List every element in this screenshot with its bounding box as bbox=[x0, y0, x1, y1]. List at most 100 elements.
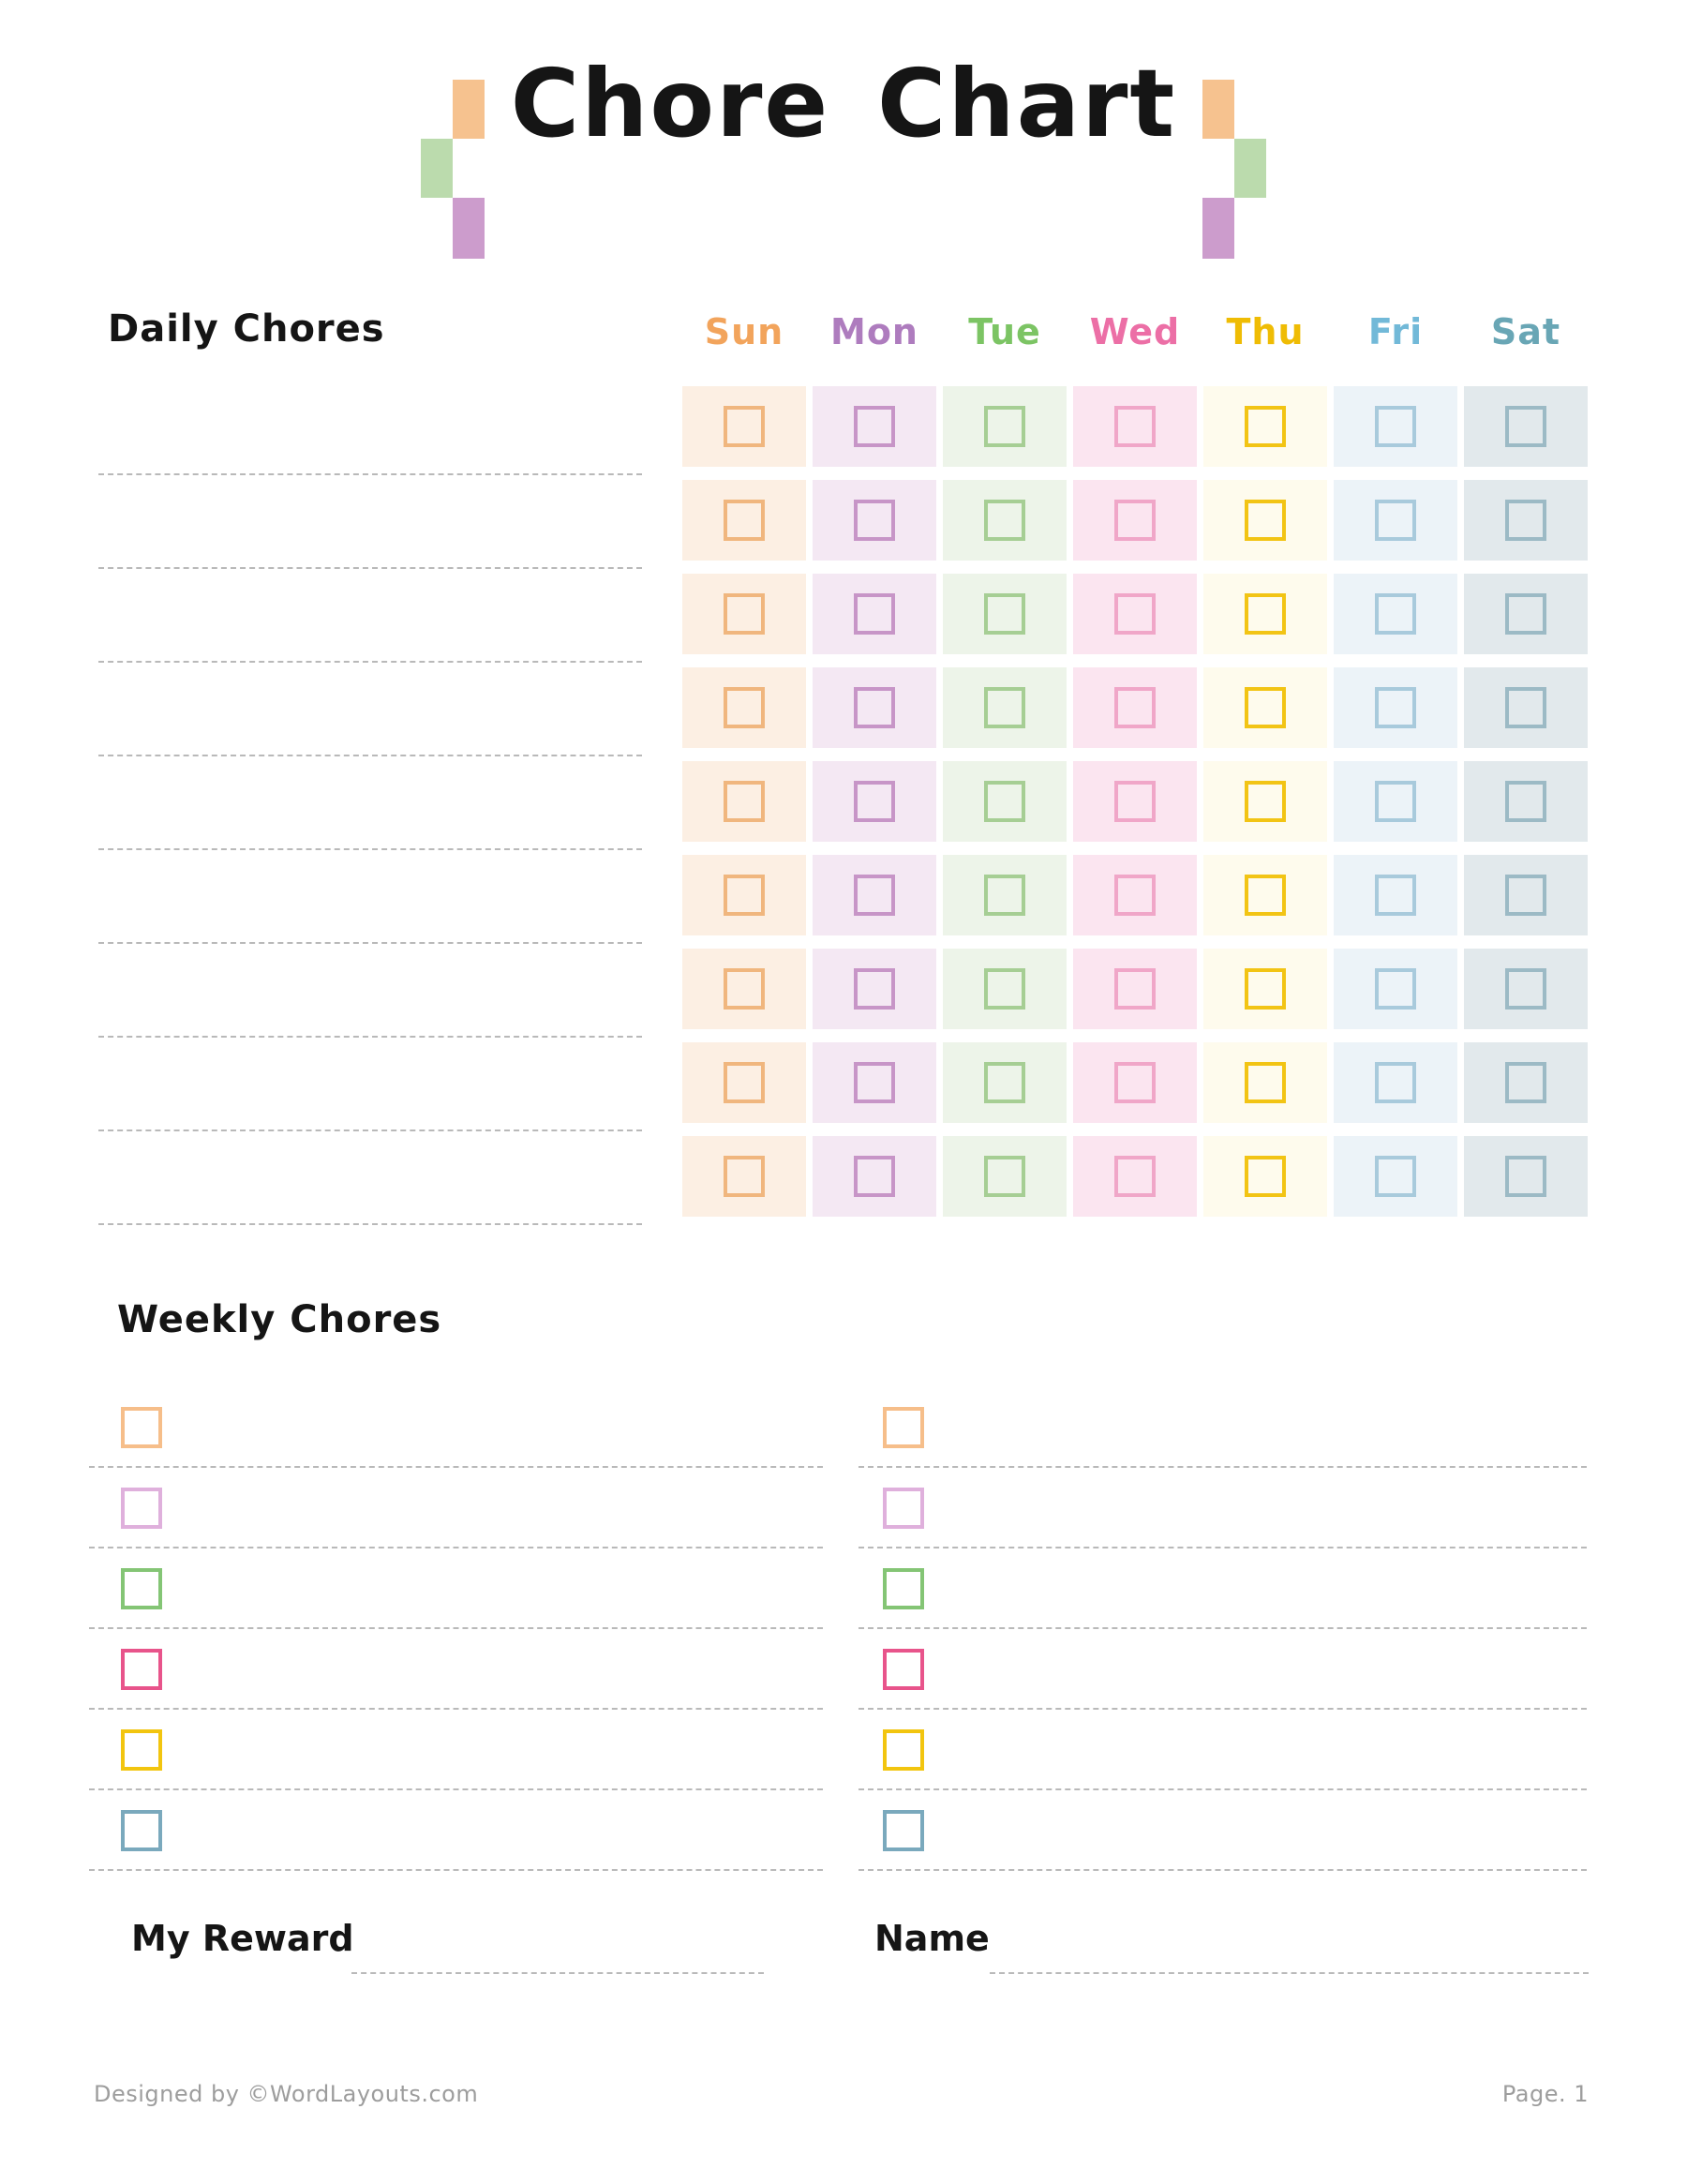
daily-checkbox-thu[interactable] bbox=[1245, 1156, 1286, 1197]
daily-checkbox-sun[interactable] bbox=[724, 1062, 765, 1103]
weekly-chore-line[interactable] bbox=[89, 1547, 823, 1548]
weekly-checkbox[interactable] bbox=[121, 1729, 162, 1771]
daily-checkbox-thu[interactable] bbox=[1245, 781, 1286, 822]
daily-checkbox-fri[interactable] bbox=[1375, 687, 1416, 728]
daily-checkbox-sun[interactable] bbox=[724, 968, 765, 1010]
daily-cell-sun bbox=[682, 1042, 806, 1123]
daily-checkbox-sat[interactable] bbox=[1505, 968, 1546, 1010]
weekly-chore-line[interactable] bbox=[89, 1869, 823, 1871]
daily-checkbox-tue[interactable] bbox=[984, 593, 1025, 635]
daily-checkbox-sun[interactable] bbox=[724, 593, 765, 635]
daily-checkbox-sun[interactable] bbox=[724, 406, 765, 447]
daily-checkbox-sat[interactable] bbox=[1505, 406, 1546, 447]
daily-checkbox-sat[interactable] bbox=[1505, 781, 1546, 822]
daily-checkbox-sat[interactable] bbox=[1505, 875, 1546, 916]
weekly-chore-line[interactable] bbox=[858, 1547, 1587, 1548]
weekly-chore-line[interactable] bbox=[89, 1708, 823, 1710]
daily-checkbox-wed[interactable] bbox=[1114, 968, 1156, 1010]
daily-checkbox-mon[interactable] bbox=[854, 968, 895, 1010]
daily-checkbox-fri[interactable] bbox=[1375, 406, 1416, 447]
daily-checkbox-fri[interactable] bbox=[1375, 1156, 1416, 1197]
daily-checkbox-thu[interactable] bbox=[1245, 687, 1286, 728]
daily-checkbox-fri[interactable] bbox=[1375, 1062, 1416, 1103]
weekly-chore-line[interactable] bbox=[858, 1466, 1587, 1468]
daily-checkbox-sun[interactable] bbox=[724, 687, 765, 728]
weekly-checkbox[interactable] bbox=[121, 1488, 162, 1529]
weekly-checkbox[interactable] bbox=[883, 1407, 924, 1448]
daily-chore-line[interactable] bbox=[98, 1129, 642, 1131]
weekly-chore-line[interactable] bbox=[89, 1627, 823, 1629]
daily-checkbox-wed[interactable] bbox=[1114, 781, 1156, 822]
weekly-checkbox[interactable] bbox=[121, 1407, 162, 1448]
daily-chore-line[interactable] bbox=[98, 473, 642, 475]
daily-checkbox-mon[interactable] bbox=[854, 687, 895, 728]
name-line[interactable] bbox=[990, 1972, 1589, 1974]
daily-checkbox-sun[interactable] bbox=[724, 1156, 765, 1197]
weekly-checkbox[interactable] bbox=[883, 1488, 924, 1529]
weekly-chore-line[interactable] bbox=[858, 1869, 1587, 1871]
daily-checkbox-mon[interactable] bbox=[854, 1062, 895, 1103]
daily-chore-line[interactable] bbox=[98, 567, 642, 569]
daily-checkbox-wed[interactable] bbox=[1114, 875, 1156, 916]
daily-checkbox-tue[interactable] bbox=[984, 500, 1025, 541]
daily-checkbox-fri[interactable] bbox=[1375, 968, 1416, 1010]
weekly-chore-line[interactable] bbox=[858, 1788, 1587, 1790]
daily-chore-line[interactable] bbox=[98, 661, 642, 663]
daily-checkbox-mon[interactable] bbox=[854, 593, 895, 635]
daily-checkbox-tue[interactable] bbox=[984, 406, 1025, 447]
daily-checkbox-mon[interactable] bbox=[854, 781, 895, 822]
daily-checkbox-fri[interactable] bbox=[1375, 875, 1416, 916]
weekly-chore-line[interactable] bbox=[858, 1708, 1587, 1710]
daily-checkbox-mon[interactable] bbox=[854, 1156, 895, 1197]
daily-checkbox-wed[interactable] bbox=[1114, 687, 1156, 728]
weekly-chore-line[interactable] bbox=[89, 1466, 823, 1468]
daily-chore-line[interactable] bbox=[98, 942, 642, 944]
daily-chore-line[interactable] bbox=[98, 848, 642, 850]
daily-checkbox-thu[interactable] bbox=[1245, 968, 1286, 1010]
daily-checkbox-sat[interactable] bbox=[1505, 1062, 1546, 1103]
weekly-checkbox[interactable] bbox=[121, 1568, 162, 1609]
daily-checkbox-thu[interactable] bbox=[1245, 500, 1286, 541]
daily-checkbox-mon[interactable] bbox=[854, 875, 895, 916]
daily-cell-tue bbox=[943, 480, 1067, 561]
daily-checkbox-tue[interactable] bbox=[984, 687, 1025, 728]
daily-checkbox-fri[interactable] bbox=[1375, 500, 1416, 541]
daily-checkbox-thu[interactable] bbox=[1245, 1062, 1286, 1103]
daily-checkbox-mon[interactable] bbox=[854, 406, 895, 447]
daily-checkbox-sun[interactable] bbox=[724, 500, 765, 541]
daily-checkbox-sat[interactable] bbox=[1505, 1156, 1546, 1197]
daily-checkbox-mon[interactable] bbox=[854, 500, 895, 541]
daily-chore-line[interactable] bbox=[98, 1036, 642, 1038]
daily-checkbox-tue[interactable] bbox=[984, 781, 1025, 822]
daily-checkbox-sat[interactable] bbox=[1505, 500, 1546, 541]
weekly-checkbox[interactable] bbox=[121, 1810, 162, 1851]
daily-checkbox-wed[interactable] bbox=[1114, 500, 1156, 541]
weekly-checkbox[interactable] bbox=[121, 1649, 162, 1690]
daily-checkbox-tue[interactable] bbox=[984, 1156, 1025, 1197]
daily-checkbox-sun[interactable] bbox=[724, 781, 765, 822]
weekly-chore-line[interactable] bbox=[89, 1788, 823, 1790]
daily-checkbox-thu[interactable] bbox=[1245, 593, 1286, 635]
daily-chore-line[interactable] bbox=[98, 755, 642, 756]
weekly-checkbox[interactable] bbox=[883, 1649, 924, 1690]
daily-checkbox-sun[interactable] bbox=[724, 875, 765, 916]
daily-checkbox-wed[interactable] bbox=[1114, 1156, 1156, 1197]
daily-checkbox-wed[interactable] bbox=[1114, 593, 1156, 635]
my-reward-line[interactable] bbox=[351, 1972, 764, 1974]
daily-checkbox-tue[interactable] bbox=[984, 875, 1025, 916]
daily-chore-line[interactable] bbox=[98, 1223, 642, 1225]
daily-checkbox-tue[interactable] bbox=[984, 968, 1025, 1010]
daily-checkbox-thu[interactable] bbox=[1245, 406, 1286, 447]
weekly-checkbox[interactable] bbox=[883, 1810, 924, 1851]
daily-checkbox-sat[interactable] bbox=[1505, 593, 1546, 635]
weekly-checkbox[interactable] bbox=[883, 1729, 924, 1771]
daily-checkbox-thu[interactable] bbox=[1245, 875, 1286, 916]
daily-checkbox-sat[interactable] bbox=[1505, 687, 1546, 728]
daily-checkbox-fri[interactable] bbox=[1375, 781, 1416, 822]
weekly-chore-line[interactable] bbox=[858, 1627, 1587, 1629]
daily-checkbox-tue[interactable] bbox=[984, 1062, 1025, 1103]
daily-checkbox-fri[interactable] bbox=[1375, 593, 1416, 635]
weekly-checkbox[interactable] bbox=[883, 1568, 924, 1609]
daily-checkbox-wed[interactable] bbox=[1114, 406, 1156, 447]
daily-checkbox-wed[interactable] bbox=[1114, 1062, 1156, 1103]
